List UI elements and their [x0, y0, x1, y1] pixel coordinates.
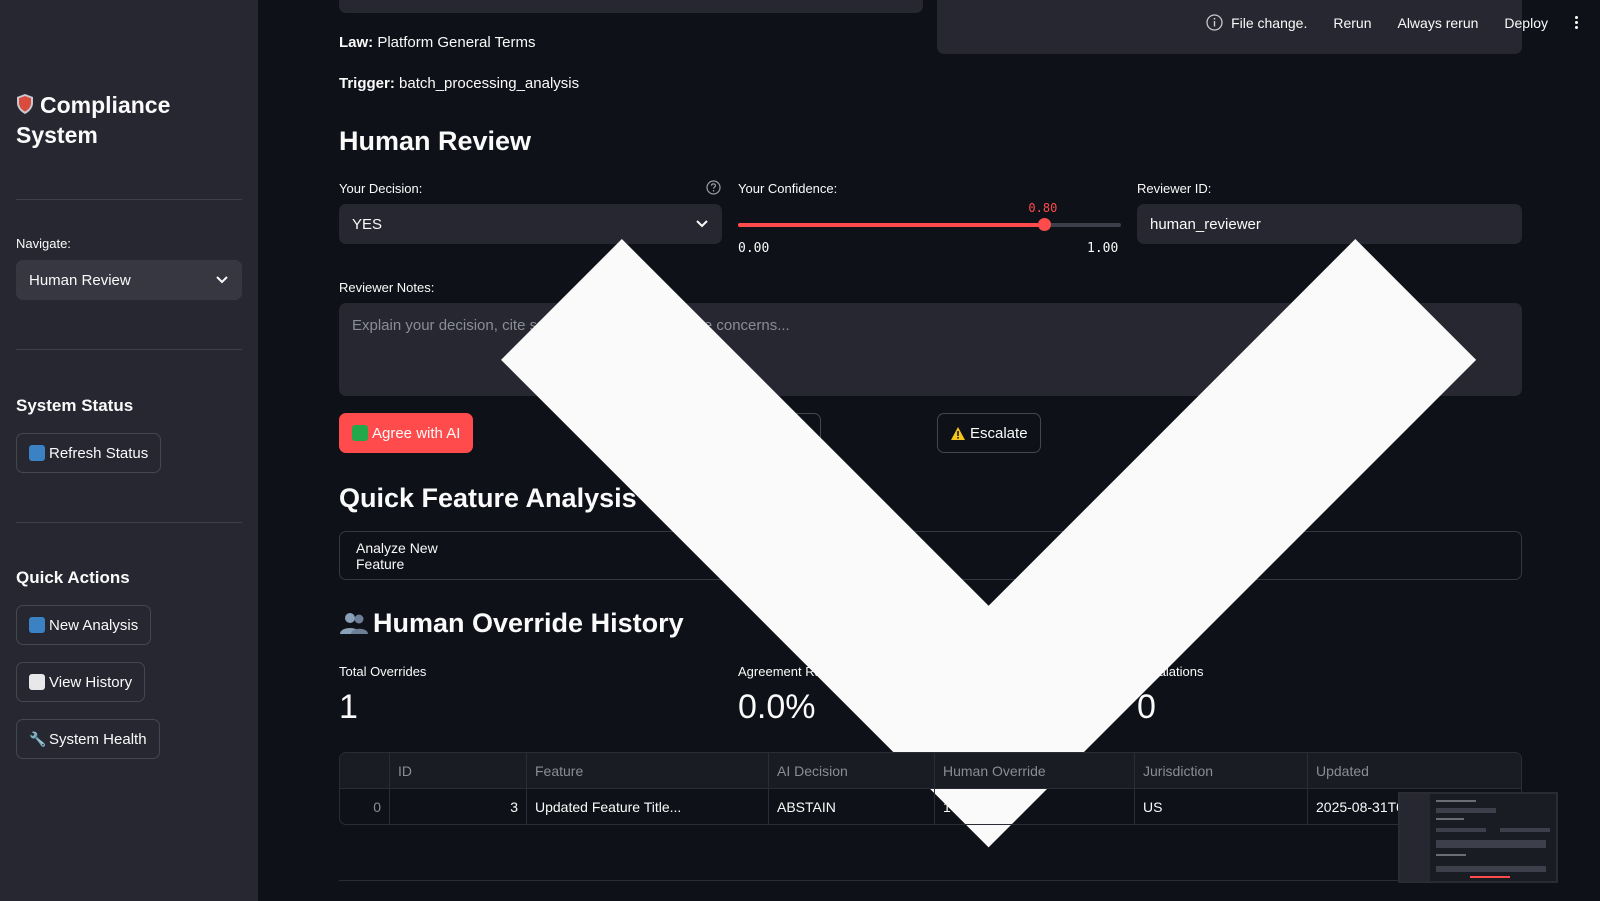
- shield-icon: [17, 94, 33, 114]
- override-history-heading-text: Human Override History: [373, 608, 684, 638]
- decision-select-value: YES: [352, 215, 383, 233]
- escalations-value: 0: [1137, 688, 1156, 726]
- sidebar-divider: [16, 522, 242, 523]
- analyze-new-feature-label: Analyze New Feature: [356, 539, 438, 572]
- confidence-value: 0.80: [1028, 201, 1058, 215]
- agree-with-ai-button[interactable]: Agree with AI: [339, 413, 474, 453]
- total-overrides-value: 1: [339, 688, 358, 726]
- reviewer-id-label: Reviewer ID:: [1137, 181, 1212, 196]
- confidence-max: 1.00: [1087, 241, 1119, 256]
- previous-textarea[interactable]: [339, 0, 923, 13]
- confidence-slider-fill: [738, 223, 1045, 227]
- file-change-status: File change.: [1206, 14, 1307, 31]
- trigger-value: batch_processing_analysis: [399, 75, 580, 92]
- row-human-override[interactable]: 1: [935, 789, 1135, 824]
- file-change-text: File change.: [1231, 14, 1308, 31]
- confidence-slider-thumb[interactable]: [1038, 218, 1052, 231]
- warning-icon: [951, 426, 965, 440]
- escalate-label: Escalate: [970, 424, 1028, 442]
- column-header-updated[interactable]: Updated: [1316, 762, 1369, 779]
- reviewer-id-value: human_reviewer: [1150, 215, 1261, 233]
- law-value: Platform General Terms: [377, 34, 536, 51]
- chevron-down-icon: [216, 276, 228, 284]
- previous-panel: [937, 0, 1522, 54]
- human-review-heading: Human Review: [339, 126, 532, 156]
- table-row[interactable]: 0 3 Updated Feature Title... ABSTAIN 1 U…: [340, 789, 1521, 824]
- column-header-jurisdiction[interactable]: Jurisdiction: [1135, 753, 1308, 788]
- refresh-status-button[interactable]: Refresh Status: [16, 433, 162, 473]
- app-title: Compliance System: [16, 90, 246, 150]
- row-index: 0: [340, 789, 390, 824]
- chart-icon: [29, 674, 45, 690]
- app-title-text: Compliance System: [16, 92, 171, 148]
- reviewer-notes-label: Reviewer Notes:: [339, 280, 435, 295]
- total-overrides-label: Total Overrides: [339, 664, 427, 679]
- confidence-min: 0.00: [738, 241, 770, 256]
- table-header: ID Feature AI Decision Human Override Ju…: [340, 753, 1521, 789]
- column-header-id[interactable]: ID: [390, 753, 527, 788]
- decision-select[interactable]: YES: [339, 204, 722, 244]
- override-history-table[interactable]: ID Feature AI Decision Human Override Ju…: [339, 752, 1522, 825]
- main-content: File change. Rerun Always rerun Deploy L…: [258, 0, 1600, 901]
- main-menu-icon[interactable]: [1574, 16, 1578, 29]
- chevron-down-icon: [500, 238, 1476, 848]
- navigate-select-value: Human Review: [29, 271, 131, 289]
- check-icon: [352, 425, 368, 441]
- row-jurisdiction[interactable]: US: [1135, 789, 1308, 824]
- row-id[interactable]: 3: [390, 789, 527, 824]
- override-history-heading: Human Override History: [339, 608, 684, 639]
- analyze-new-feature-expander[interactable]: Analyze New Feature: [339, 238, 1522, 848]
- escalations-label: Escalations: [1137, 664, 1204, 679]
- agreement-rate-label: Agreement Rate: [738, 664, 833, 679]
- navigate-label: Navigate:: [16, 236, 71, 251]
- app-toolbar: File change. Rerun Always rerun Deploy: [1206, 14, 1578, 31]
- system-status-heading: System Status: [16, 396, 134, 415]
- row-ai-decision[interactable]: ABSTAIN: [769, 789, 935, 824]
- system-health-label: System Health: [49, 730, 147, 748]
- quick-feature-analysis-heading: Quick Feature Analysis: [339, 483, 637, 513]
- trigger-line: Trigger: batch_processing_analysis: [339, 75, 579, 92]
- sidebar-divider: [16, 199, 242, 200]
- new-analysis-label: New Analysis: [49, 616, 139, 634]
- refresh-status-label: Refresh Status: [49, 444, 149, 462]
- column-header-index[interactable]: [340, 753, 390, 788]
- view-history-label: View History: [49, 673, 133, 691]
- screen-preview-thumbnail[interactable]: [1398, 792, 1558, 883]
- confidence-slider[interactable]: [738, 218, 1121, 231]
- trigger-key: Trigger:: [339, 75, 395, 92]
- wrench-icon: 🔧: [29, 731, 47, 747]
- row-feature[interactable]: Updated Feature Title...: [527, 789, 769, 824]
- deploy-button[interactable]: Deploy: [1504, 14, 1548, 31]
- escalate-button[interactable]: Escalate: [937, 413, 1041, 453]
- help-icon[interactable]: [706, 180, 721, 195]
- column-header-feature[interactable]: Feature: [527, 753, 769, 788]
- new-analysis-button[interactable]: New Analysis: [16, 605, 152, 645]
- content-divider: [339, 880, 1522, 881]
- law-key: Law:: [339, 34, 374, 51]
- sidebar: Compliance System Navigate: Human Review…: [0, 0, 258, 901]
- agree-with-ai-label: Agree with AI: [372, 424, 461, 442]
- always-rerun-button[interactable]: Always rerun: [1397, 14, 1479, 31]
- confidence-label: Your Confidence:: [738, 181, 838, 196]
- reviewer-id-input[interactable]: human_reviewer: [1137, 204, 1522, 244]
- decision-label: Your Decision:: [339, 181, 423, 196]
- law-line: Law: Platform General Terms: [339, 34, 535, 51]
- system-health-button[interactable]: 🔧 System Health: [16, 719, 160, 759]
- agreement-rate-value: 0.0%: [738, 688, 816, 726]
- column-header-human-override[interactable]: Human Override: [935, 753, 1135, 788]
- quick-actions-heading: Quick Actions: [16, 568, 130, 587]
- new-icon: [29, 617, 45, 633]
- people-icon: [340, 613, 368, 634]
- info-icon: [1206, 14, 1223, 31]
- chevron-down-icon: [696, 220, 708, 228]
- column-header-ai-decision[interactable]: AI Decision: [769, 753, 935, 788]
- view-history-button[interactable]: View History: [16, 662, 146, 702]
- navigate-select[interactable]: Human Review: [16, 260, 242, 300]
- refresh-icon: [29, 445, 45, 461]
- sidebar-divider: [16, 349, 242, 350]
- rerun-button[interactable]: Rerun: [1333, 14, 1372, 31]
